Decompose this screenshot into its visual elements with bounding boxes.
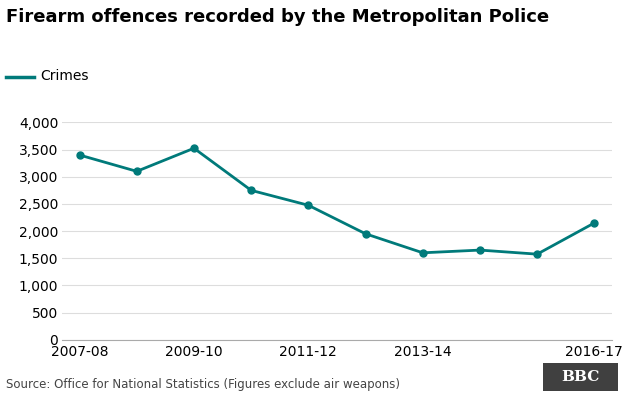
Text: Firearm offences recorded by the Metropolitan Police: Firearm offences recorded by the Metropo… [6,8,549,26]
Text: Source: Office for National Statistics (Figures exclude air weapons): Source: Office for National Statistics (… [6,378,400,391]
Text: BBC: BBC [561,370,600,384]
Text: Crimes: Crimes [41,69,89,83]
